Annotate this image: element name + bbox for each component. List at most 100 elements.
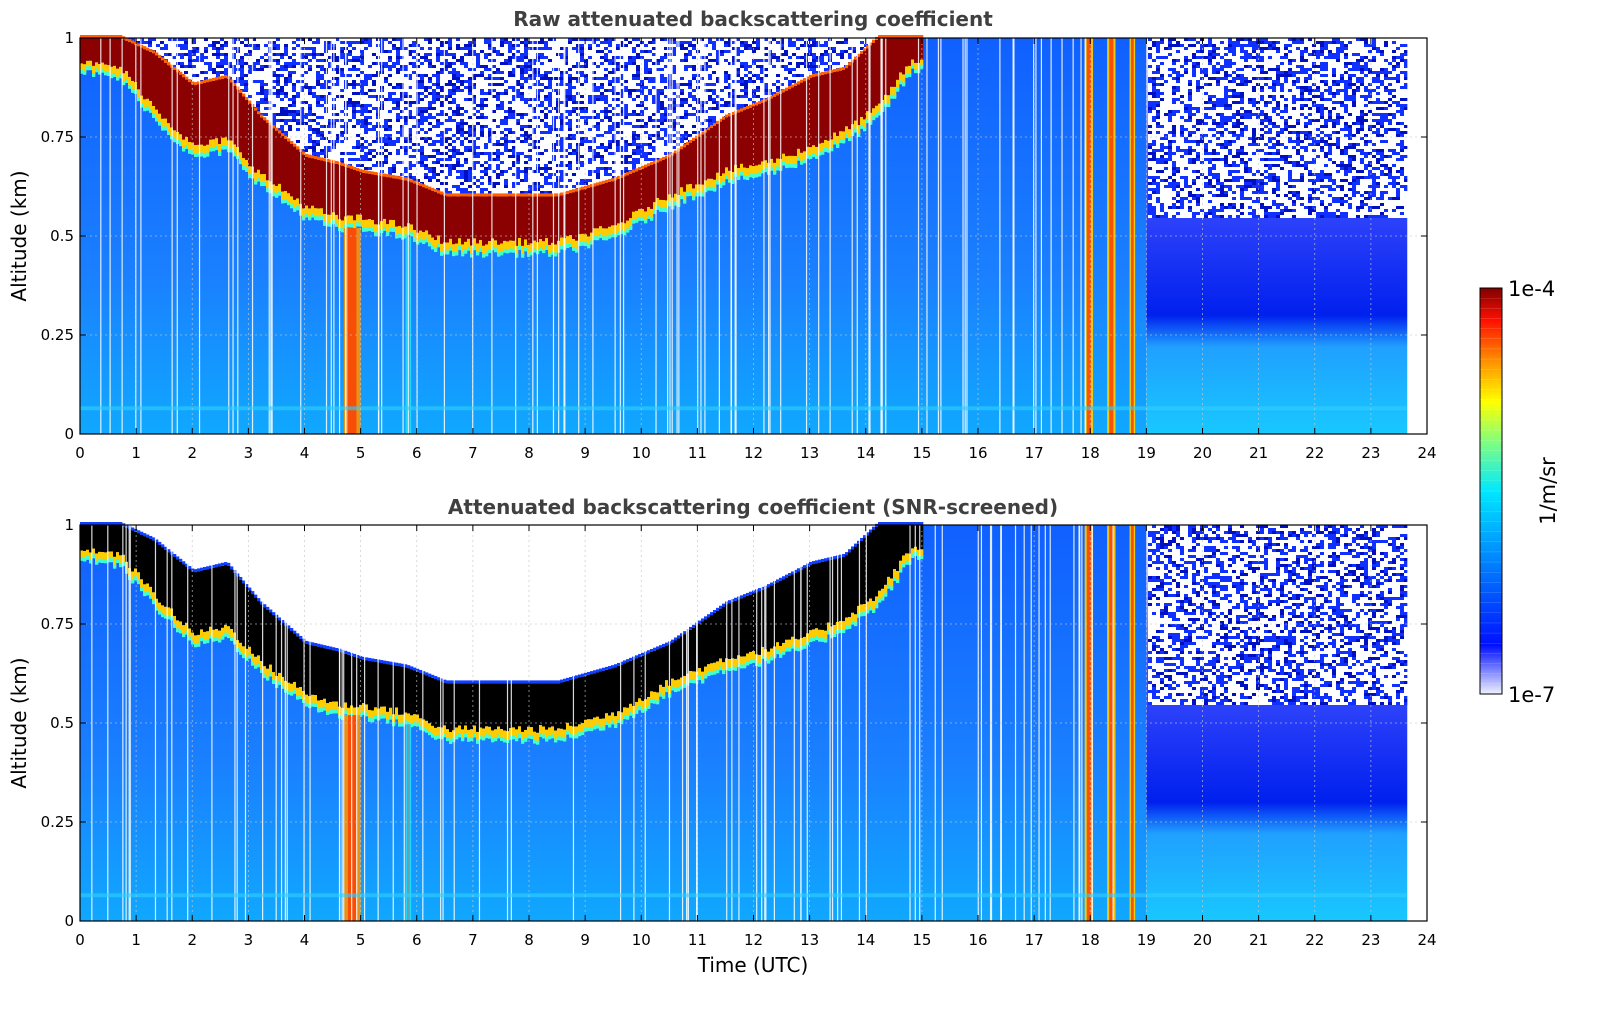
noise-cell — [348, 155, 352, 158]
noise-cell — [388, 56, 392, 59]
noise-cell — [468, 101, 472, 104]
noise-cell — [400, 146, 404, 149]
noise-cell — [544, 71, 548, 74]
noise-cell — [608, 86, 612, 89]
noise-cell — [620, 44, 624, 47]
noise-cell — [500, 122, 504, 125]
noise-cell — [496, 140, 500, 143]
noise-cell — [180, 53, 184, 56]
noise-cell — [580, 38, 584, 41]
noise-cell — [356, 137, 360, 140]
noise-cell — [432, 143, 436, 146]
noise-cell — [644, 143, 648, 146]
noise-cell — [360, 104, 364, 107]
noise-cell — [368, 83, 372, 86]
noise-cell — [228, 59, 232, 62]
noise-cell — [348, 47, 352, 50]
noise-cell — [544, 173, 548, 176]
noise-cell — [500, 59, 504, 62]
noise-cell — [588, 62, 592, 65]
noise-cell — [388, 131, 392, 134]
noise-cell — [524, 92, 528, 95]
noise-cell — [596, 41, 600, 44]
noise-cell — [276, 89, 280, 92]
noise-cell — [596, 173, 600, 176]
noise-cell — [268, 89, 272, 92]
noise-cell — [564, 128, 568, 131]
noise-cell — [556, 92, 560, 95]
noise-cell — [460, 107, 464, 110]
noise-cell — [628, 104, 632, 107]
noise-cell — [504, 89, 508, 92]
noise-cell — [328, 122, 332, 125]
noise-cell — [416, 101, 420, 104]
noise-cell — [384, 80, 388, 83]
noise-cell — [584, 74, 588, 77]
noise-cell — [288, 47, 292, 50]
noise-cell — [608, 116, 612, 119]
noise-cell — [384, 152, 388, 155]
noise-cell — [576, 125, 580, 128]
noise-cell — [632, 164, 636, 167]
noise-cell — [372, 71, 376, 74]
noise-cell — [336, 110, 340, 113]
noise-cell — [280, 125, 284, 128]
noise-cell — [264, 65, 268, 68]
noise-cell — [260, 101, 264, 104]
noise-cell — [632, 80, 636, 83]
noise-cell — [620, 68, 624, 71]
noise-cell — [504, 179, 508, 182]
noise-cell — [360, 47, 364, 50]
noise-cell — [160, 53, 164, 56]
noise-cell — [248, 47, 252, 50]
noise-cell — [444, 119, 448, 122]
noise-cell — [476, 80, 480, 83]
noise-cell — [180, 50, 184, 53]
noise-cell — [416, 44, 420, 47]
noise-cell — [372, 146, 376, 149]
noise-cell — [500, 83, 504, 86]
noise-cell — [592, 62, 596, 65]
noise-cell — [408, 89, 412, 92]
noise-cell — [452, 113, 456, 116]
noise-cell — [412, 56, 416, 59]
noise-cell — [596, 149, 600, 152]
noise-cell — [548, 149, 552, 152]
noise-cell — [448, 125, 452, 128]
noise-cell — [364, 71, 368, 74]
noise-cell — [628, 41, 632, 44]
noise-cell — [568, 152, 572, 155]
noise-cell — [396, 113, 400, 116]
noise-cell — [640, 164, 644, 167]
noise-cell — [304, 44, 308, 47]
noise-cell — [500, 86, 504, 89]
noise-cell — [592, 128, 596, 131]
noise-cell — [460, 179, 464, 182]
noise-cell — [492, 176, 496, 179]
noise-cell — [640, 122, 644, 125]
noise-cell — [360, 83, 364, 86]
noise-cell — [500, 188, 504, 191]
noise-cell — [468, 41, 472, 44]
noise-cell — [372, 56, 376, 59]
noise-cell — [432, 104, 436, 107]
noise-cell — [460, 74, 464, 77]
noise-cell — [356, 107, 360, 110]
noise-cell — [492, 80, 496, 83]
noise-cell — [248, 83, 252, 86]
noise-cell — [564, 65, 568, 68]
noise-cell — [412, 167, 416, 170]
noise-cell — [352, 47, 356, 50]
noise-cell — [624, 131, 628, 134]
noise-cell — [164, 38, 168, 41]
noise-cell — [484, 53, 488, 56]
noise-cell — [404, 50, 408, 53]
noise-cell — [464, 146, 468, 149]
noise-cell — [396, 167, 400, 170]
noise-cell — [280, 44, 284, 47]
noise-cell — [256, 86, 260, 89]
noise-cell — [592, 59, 596, 62]
noise-cell — [568, 140, 572, 143]
noise-cell — [276, 110, 280, 113]
noise-cell — [348, 152, 352, 155]
